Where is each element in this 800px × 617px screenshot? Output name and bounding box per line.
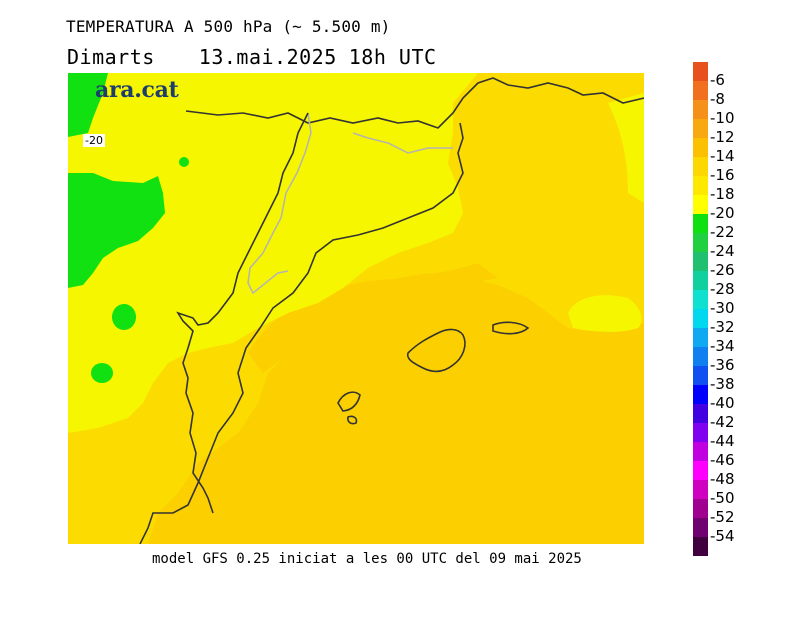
isotherm-band-minus16 <box>148 413 644 544</box>
isotherm-band-minus20 <box>68 73 108 137</box>
legend-swatch <box>693 385 708 404</box>
legend-label: -16 <box>710 166 735 184</box>
legend-label: -14 <box>710 147 735 165</box>
legend-swatch <box>693 81 708 100</box>
legend-swatch <box>693 271 708 290</box>
island-menorca <box>492 321 530 335</box>
legend-label: -44 <box>710 432 735 450</box>
region-boundary <box>176 112 309 514</box>
time-label: 18h UTC <box>348 45 437 69</box>
legend-swatch <box>693 442 708 461</box>
legend-label: -10 <box>710 109 735 127</box>
legend-swatch <box>693 328 708 347</box>
isotherm-band-minus20 <box>112 304 136 330</box>
isotherm-band-minus20 <box>179 157 189 167</box>
legend-swatch <box>693 290 708 309</box>
color-legend <box>693 62 708 556</box>
legend-label: -22 <box>710 223 735 241</box>
legend-swatch <box>693 518 708 537</box>
legend-label: -48 <box>710 470 735 488</box>
legend-label: -8 <box>710 90 725 108</box>
legend-swatch <box>693 176 708 195</box>
legend-label: -24 <box>710 242 735 260</box>
legend-swatch <box>693 252 708 271</box>
legend-swatch <box>693 195 708 214</box>
island-formentera <box>347 415 358 425</box>
contour-label: -20 <box>83 134 105 147</box>
ara-cat-logo: ara.cat <box>95 77 179 103</box>
legend-swatch <box>693 404 708 423</box>
legend-label: -34 <box>710 337 735 355</box>
legend-swatch <box>693 119 708 138</box>
legend-label: -32 <box>710 318 735 336</box>
map-title: TEMPERATURA A 500 hPa (~ 5.500 m) <box>66 17 391 36</box>
day-label: Dimarts <box>67 45 155 69</box>
legend-swatch <box>693 62 708 81</box>
legend-swatch <box>693 309 708 328</box>
legend-label: -6 <box>710 71 725 89</box>
model-footer: model GFS 0.25 iniciat a les 00 UTC del … <box>152 551 582 567</box>
date-label: 13.mai.2025 <box>198 45 337 69</box>
legend-label: -20 <box>710 204 735 222</box>
legend-swatch <box>693 366 708 385</box>
legend-label: -38 <box>710 375 735 393</box>
legend-label: -40 <box>710 394 735 412</box>
legend-label: -52 <box>710 508 735 526</box>
legend-label: -36 <box>710 356 735 374</box>
temperature-map <box>68 73 644 544</box>
legend-swatch <box>693 157 708 176</box>
legend-swatch <box>693 100 708 119</box>
legend-swatch <box>693 233 708 252</box>
map-subtitle: Dimarts 13.mai.2025 18h UTC <box>67 45 437 69</box>
isotherm-band-minus18 <box>68 73 478 433</box>
island-ibiza <box>337 391 361 412</box>
legend-label: -50 <box>710 489 735 507</box>
legend-swatch <box>693 214 708 233</box>
legend-swatch <box>693 461 708 480</box>
legend-label: -46 <box>710 451 735 469</box>
legend-label: -18 <box>710 185 735 203</box>
legend-swatch <box>693 499 708 518</box>
legend-label: -54 <box>710 527 735 545</box>
border-line <box>247 112 453 295</box>
legend-swatch <box>693 138 708 157</box>
map-canvas <box>68 73 644 544</box>
isotherm-band-minus20 <box>91 363 113 383</box>
legend-swatch <box>693 537 708 556</box>
legend-swatch <box>693 423 708 442</box>
legend-label: -12 <box>710 128 735 146</box>
island-mallorca <box>406 328 466 373</box>
legend-label: -28 <box>710 280 735 298</box>
isotherm-band-minus18 <box>568 295 642 332</box>
legend-label: -30 <box>710 299 735 317</box>
legend-label: -42 <box>710 413 735 431</box>
legend-swatch <box>693 347 708 366</box>
legend-swatch <box>693 480 708 499</box>
coastline <box>139 77 644 544</box>
legend-label: -26 <box>710 261 735 279</box>
isotherm-band-minus20 <box>68 173 165 288</box>
isotherm-band-minus18 <box>608 93 644 203</box>
